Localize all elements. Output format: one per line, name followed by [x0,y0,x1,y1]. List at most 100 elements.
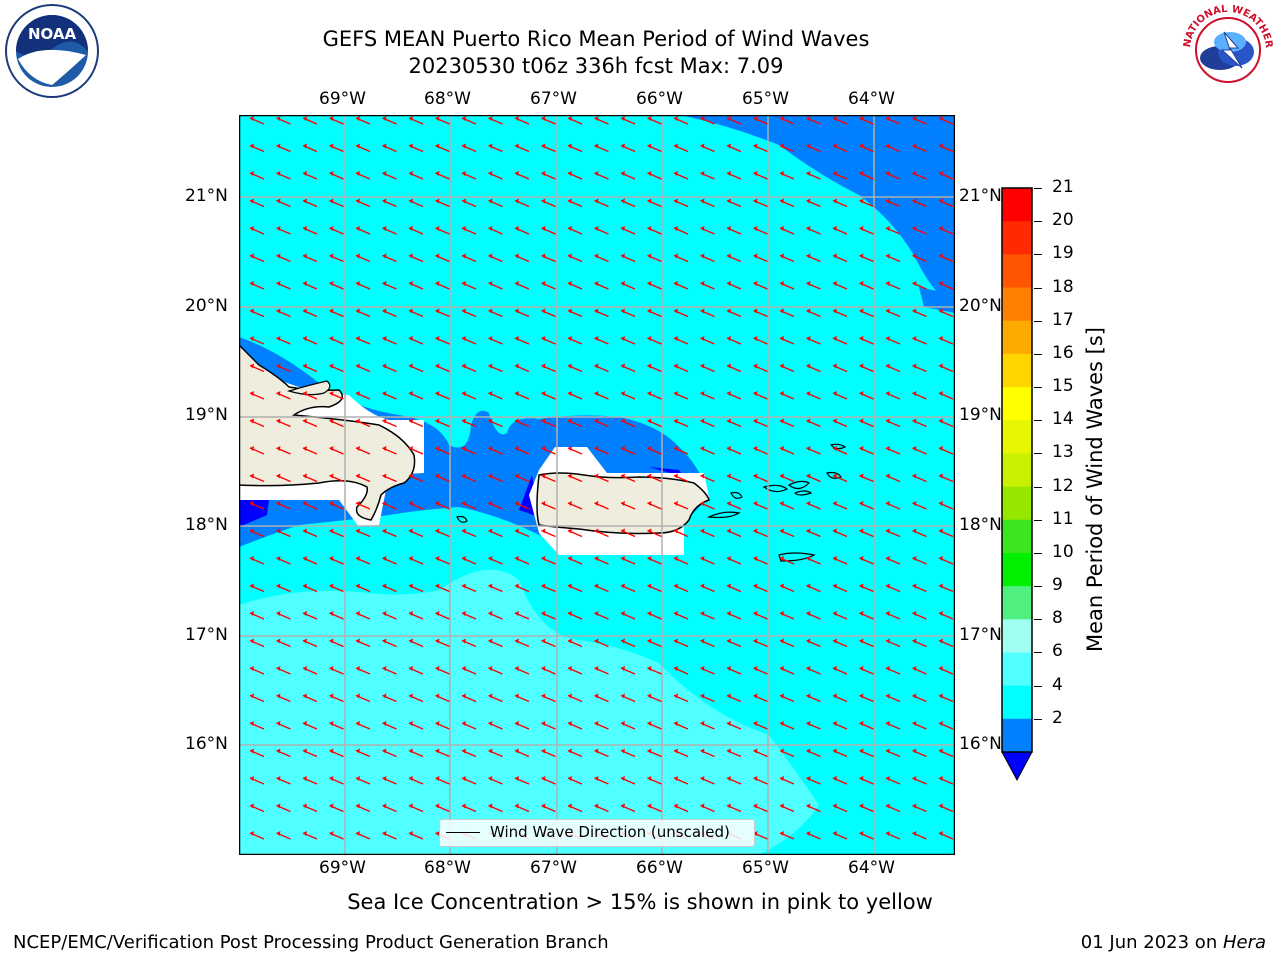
lon-tick-label: 67°W [530,858,577,878]
colorbar-tick-label: 21 [1052,177,1074,197]
wave-direction-arrowhead [833,418,837,424]
wave-direction-arrowhead [329,831,334,836]
wave-direction-arrowhead [647,253,652,259]
wave-direction-arrowhead [462,473,466,479]
wave-direction-arrowhead [250,666,254,671]
wave-direction-arrowhead [674,473,678,479]
wave-direction-arrowhead [488,391,493,396]
wave-direction-arrowhead [303,666,307,671]
wave-direction-arrowhead [594,116,599,121]
wave-direction-arrowhead [727,501,731,506]
wave-direction-arrowhead [886,748,890,754]
wave-direction-arrowhead [753,666,758,671]
wave-direction-arrowhead [621,666,625,671]
wave-direction-arrowhead [276,556,281,561]
map-subtitle: 20230530 t06z 336h fcst Max: 7.09 [408,54,784,78]
wave-direction-arrowhead [859,363,864,369]
wave-direction-arrowhead [727,226,731,231]
wave-direction-arrowhead [303,198,307,204]
wave-direction-arrowhead [753,253,758,259]
wave-direction-arrowhead [409,583,413,589]
wave-direction-arrowhead [488,583,493,589]
wave-direction-arrowhead [276,473,281,479]
wave-direction-arrowhead [912,803,917,809]
wave-direction-arrowhead [568,391,572,396]
wave-direction-arrowhead [250,638,254,644]
colorbar-frame [1001,187,1033,753]
wave-direction-arrowhead [833,446,837,451]
wave-direction-arrowhead [621,171,625,176]
wave-direction-arrowhead [382,391,387,396]
wave-direction-arrowhead [621,143,625,149]
wave-direction-arrowhead [727,308,731,314]
colorbar-segment [1002,221,1032,255]
wave-direction-arrowhead [356,473,360,479]
wave-direction-arrowhead [462,253,466,259]
wave-direction-arrowhead [276,116,281,121]
wave-direction-arrowhead [939,253,943,259]
wave-direction-arrowhead [541,171,546,176]
wave-direction-arrowhead [780,748,784,754]
wave-direction-arrowhead [568,528,572,534]
wave-direction-arrowhead [409,253,413,259]
vieques-island [706,511,741,519]
wave-direction-arrowhead [250,473,254,479]
wave-direction-arrowhead [700,748,705,754]
wave-direction-arrowhead [753,831,758,836]
wave-direction-arrowhead [780,721,784,726]
wave-direction-arrowhead [276,226,281,231]
wave-direction-arrowhead [859,831,864,836]
wave-direction-arrowhead [700,803,705,809]
wave-direction-arrowhead [462,281,466,286]
wave-direction-arrowhead [568,638,572,644]
wave-direction-arrowhead [382,198,387,204]
wave-direction-arrowhead [515,116,519,121]
wave-direction-arrowhead [753,693,758,699]
wave-direction-arrowhead [303,831,307,836]
wave-direction-arrowhead [674,611,678,616]
wave-direction-arrowhead [488,803,493,809]
wave-direction-arrowhead [568,363,572,369]
wave-direction-arrowhead [806,501,811,506]
wave-direction-arrowhead [488,116,493,121]
wave-direction-arrowhead [382,253,387,259]
wave-direction-arrowhead [674,528,678,534]
map-legend: Wind Wave Direction (unscaled) [439,819,755,847]
wave-direction-arrowhead [303,693,307,699]
wave-direction-arrowhead [515,721,519,726]
wave-direction-arrowhead [568,748,572,754]
legend-label: Wind Wave Direction (unscaled) [490,823,730,841]
wave-direction-arrowhead [303,336,307,341]
colorbar-tick-label: 9 [1052,575,1063,596]
wave-direction-arrowhead [594,611,599,616]
wave-direction-arrowhead [806,528,811,534]
wave-direction-arrowhead [833,226,837,231]
wave-direction-arrowhead [250,116,254,121]
wave-direction-arrowhead [250,776,254,781]
wave-direction-arrowhead [674,198,678,204]
wind-wave-arrows [249,116,954,840]
wave-direction-arrowhead [727,446,731,451]
wave-direction-arrowhead [753,171,758,176]
wave-direction-arrowhead [727,803,731,809]
wave-direction-arrowhead [621,281,625,286]
wave-direction-arrowhead [594,693,599,699]
wave-direction-arrowhead [541,803,546,809]
wave-direction-arrowhead [700,171,705,176]
wave-direction-arrowhead [833,171,837,176]
wave-direction-arrowhead [806,418,811,424]
wave-direction-arrowhead [939,666,943,671]
wave-direction-arrowhead [356,116,360,121]
wave-direction-arrowhead [621,473,625,479]
colorbar-tick [1034,586,1042,588]
wave-direction-arrowhead [303,611,307,616]
wave-direction-arrowhead [833,391,837,396]
wave-direction-arrowhead [303,143,307,149]
wave-direction-arrowhead [833,253,837,259]
wave-direction-arrowhead [409,748,413,754]
wave-direction-arrowhead [700,418,705,424]
wave-direction-arrowhead [488,308,493,314]
wave-direction-arrowhead [912,556,917,561]
wave-direction-arrowhead [435,528,440,534]
wave-direction-arrowhead [594,391,599,396]
